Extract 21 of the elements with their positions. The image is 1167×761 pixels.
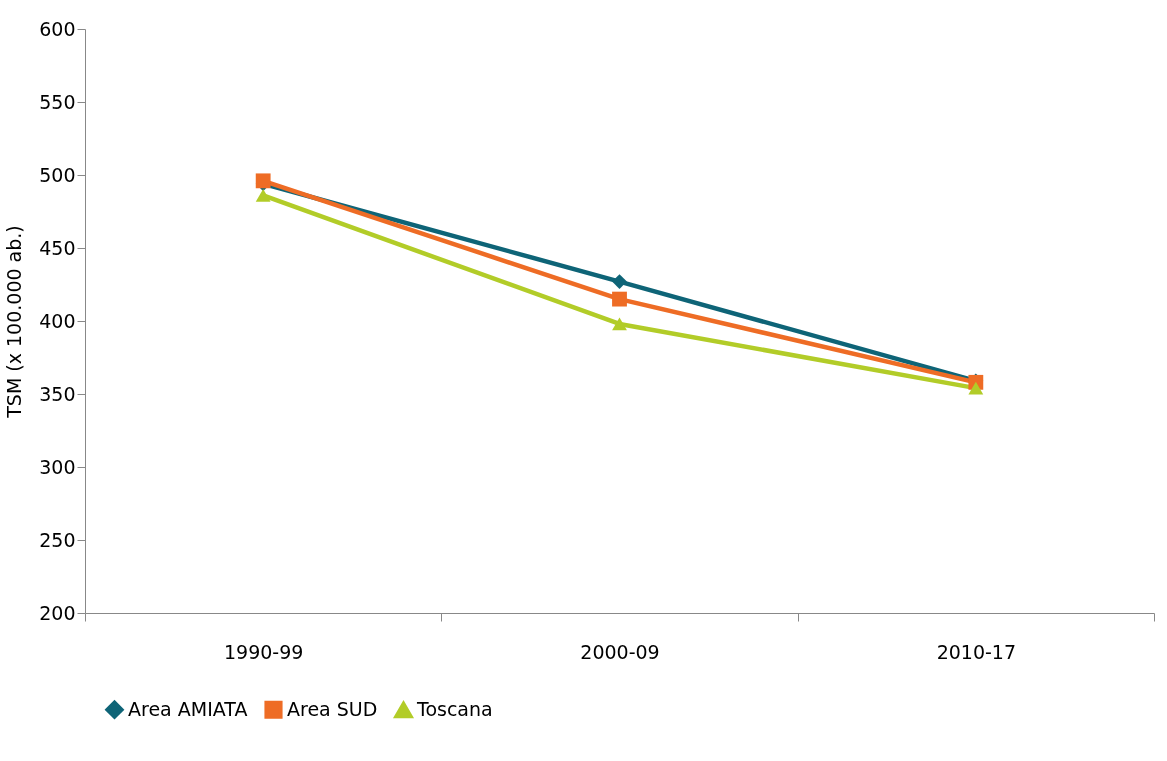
y-tick-label: 500 — [39, 163, 76, 186]
y-tick-label: 200 — [39, 601, 76, 624]
point — [612, 317, 627, 331]
point — [968, 381, 984, 395]
y-axis-title: TSM (x 100.000 ab.) — [3, 225, 26, 419]
point — [612, 274, 627, 289]
x-tick-label: 1990-99 — [223, 640, 304, 663]
y-tick-label: 250 — [39, 528, 76, 551]
y-tick-label: 450 — [39, 236, 76, 259]
legend-label: Toscana — [416, 698, 493, 721]
y-tick-label: 550 — [39, 90, 76, 113]
y-tick-label: 600 — [39, 17, 76, 40]
y-tick-label: 400 — [39, 309, 76, 332]
point — [255, 189, 271, 202]
y-tick-label: 350 — [39, 382, 76, 405]
x-tick-label: 2010-17 — [936, 640, 1017, 663]
x-tick-label: 2000-09 — [580, 640, 660, 663]
y-tick-label: 300 — [39, 455, 76, 478]
legend-label: Area AMIATA — [128, 697, 248, 720]
legend-label: Area SUD — [287, 697, 378, 720]
point — [612, 291, 627, 307]
